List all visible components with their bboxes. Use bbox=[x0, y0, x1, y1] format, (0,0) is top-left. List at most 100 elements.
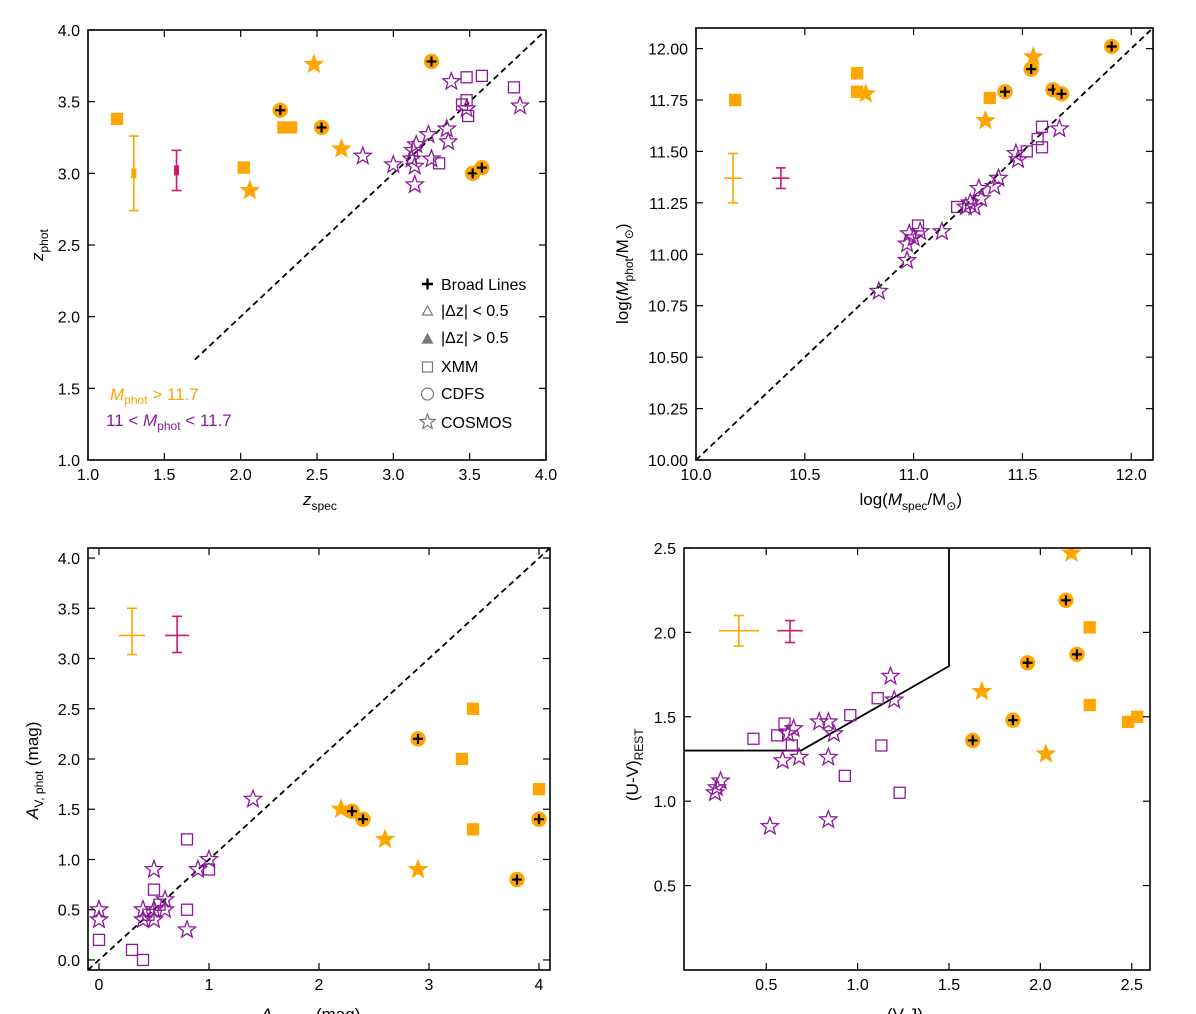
broad-line-marker bbox=[347, 806, 357, 817]
annotation-high-mass: Mphot > 11.7 bbox=[110, 385, 199, 407]
svg-text:zphot: zphot bbox=[28, 228, 51, 262]
legend-label-dz-large: |Δz| > 0.5 bbox=[441, 330, 509, 347]
x-tick-label: 0 bbox=[95, 977, 104, 994]
data-point-star-high-mass bbox=[975, 109, 996, 130]
legend-label-broad-lines: Broad Lines bbox=[441, 277, 526, 294]
y-axis-label: log(Mphot/M⊙) bbox=[613, 223, 636, 324]
data-point-square-high-mass bbox=[284, 121, 298, 134]
data-point-square-mid-mass bbox=[147, 883, 161, 896]
data-point-star-mid-mass bbox=[437, 130, 459, 151]
data-point-star-mid-mass bbox=[896, 249, 918, 270]
x-tick-label: 2.5 bbox=[306, 467, 328, 484]
x-tick-label: 11.5 bbox=[1007, 467, 1037, 484]
y-tick-label: 2.5 bbox=[58, 702, 80, 719]
data-point-square-mid-mass bbox=[893, 786, 906, 799]
plot-area-uvj bbox=[684, 548, 1144, 836]
y-tick-label: 1.0 bbox=[654, 794, 676, 811]
data-point-star-mid-mass bbox=[242, 788, 264, 808]
data-point-star-mid-mass bbox=[509, 95, 531, 115]
y-tick-label: 0.0 bbox=[58, 953, 80, 970]
y-tick-label: 10.75 bbox=[648, 299, 688, 316]
y-tick-label: 0.5 bbox=[58, 903, 80, 920]
x-tick-label: 3.0 bbox=[382, 467, 404, 484]
x-tick-label: 4.0 bbox=[535, 467, 557, 484]
broad-line-marker bbox=[426, 56, 437, 67]
data-point-square-high-mass bbox=[729, 93, 742, 107]
open-circle-icon bbox=[420, 387, 435, 401]
filled-triangle-icon bbox=[421, 332, 434, 344]
x-tick-label: 1.5 bbox=[153, 467, 175, 484]
broad-line-marker bbox=[1007, 715, 1018, 726]
data-point-star-mid-mass bbox=[880, 665, 901, 686]
x-axis-label: zspec bbox=[302, 490, 337, 513]
data-point-star-mid-mass bbox=[909, 220, 931, 241]
broad-line-marker bbox=[512, 874, 522, 885]
data-point-star-high-mass bbox=[303, 53, 325, 74]
data-point-star-mid-mass bbox=[436, 118, 458, 138]
x-tick-label: 12.0 bbox=[1116, 467, 1147, 484]
svg-text:log(Mspec/M⊙): log(Mspec/M⊙) bbox=[860, 490, 963, 513]
broad-line-marker bbox=[358, 814, 368, 825]
broad-line-marker bbox=[275, 105, 286, 116]
broad-line-marker bbox=[1022, 657, 1033, 668]
data-point-star-mid-mass bbox=[808, 711, 830, 731]
data-point-square-mid-mass bbox=[778, 717, 791, 730]
data-point-star-mid-mass bbox=[883, 689, 905, 709]
data-point-star-mid-mass bbox=[421, 148, 442, 168]
data-point-square-mid-mass bbox=[432, 157, 446, 170]
x-axis-label: AV, spec (mag) bbox=[260, 1005, 360, 1014]
errorbar-high-mass bbox=[128, 135, 139, 212]
svg-text:(U-V)REST: (U-V)REST bbox=[623, 728, 646, 801]
quiescent-boundary-line bbox=[684, 548, 950, 752]
data-point-square-mid-mass bbox=[838, 769, 851, 783]
legend-item-xmm: XMM bbox=[421, 359, 478, 376]
data-point-star-high-mass bbox=[239, 179, 261, 200]
plot-area-av bbox=[88, 548, 550, 970]
x-tick-label: 1.0 bbox=[77, 467, 99, 484]
legend-label-dz-small: |Δz| < 0.5 bbox=[441, 303, 509, 320]
data-point-square-high-mass bbox=[1083, 621, 1096, 634]
data-point-square-high-mass bbox=[466, 702, 480, 715]
y-tick-label: 2.0 bbox=[58, 752, 80, 769]
data-point-square-mid-mass bbox=[911, 219, 925, 232]
y-tick-label: 1.5 bbox=[654, 710, 676, 727]
data-point-square-mid-mass bbox=[1020, 145, 1033, 158]
svg-text:log(Mphot/M⊙): log(Mphot/M⊙) bbox=[613, 223, 636, 324]
data-point-square-high-mass bbox=[1131, 710, 1144, 723]
data-point-star-mid-mass bbox=[154, 888, 176, 909]
y-tick-label: 2.5 bbox=[58, 238, 80, 255]
data-point-star-mid-mass bbox=[710, 770, 731, 790]
data-point-star-high-mass bbox=[971, 680, 993, 701]
data-point-star-mid-mass bbox=[383, 153, 404, 174]
legend-item-dz-large: |Δz| > 0.5 bbox=[421, 330, 509, 347]
errorbar-mid-mass bbox=[171, 149, 182, 192]
data-point-star-mid-mass bbox=[88, 908, 110, 929]
data-point-square-mid-mass bbox=[771, 729, 784, 742]
chart-panel-z: 1.0 1.5 2.0 2.5 3.0 3.5 4.0 1.0 1.5 2.0 2.5 3.0 3.5 4… bbox=[28, 23, 557, 513]
y-axis-label: AV, phot (mag) bbox=[23, 722, 46, 820]
x-axis-label: log(Mspec/M⊙) bbox=[860, 490, 963, 513]
data-point-star-mid-mass bbox=[868, 280, 890, 301]
data-point-star-mid-mass bbox=[818, 746, 839, 767]
x-tick-label: 3.5 bbox=[459, 467, 481, 484]
data-point-square-high-mass bbox=[455, 752, 469, 766]
y-tick-label: 2.5 bbox=[654, 541, 676, 558]
y-tick-label: 2.0 bbox=[58, 310, 80, 327]
y-tick-label: 0.5 bbox=[654, 879, 676, 896]
data-point-square-mid-mass bbox=[475, 69, 489, 83]
x-tick-label: 1.0 bbox=[846, 977, 868, 994]
data-point-star-mid-mass bbox=[198, 848, 220, 869]
data-point-square-mid-mass bbox=[136, 953, 150, 967]
broad-line-marker bbox=[1060, 595, 1071, 606]
data-point-square-mid-mass bbox=[785, 739, 798, 752]
data-point-square-mid-mass bbox=[180, 903, 194, 916]
data-point-square-mid-mass bbox=[1035, 141, 1049, 154]
legend-item-cosmos: COSMOS bbox=[418, 412, 512, 432]
legend: Broad Lines |Δz| < 0.5 |Δz| > 0.5 XMM CD… bbox=[418, 277, 526, 432]
y-tick-label: 3.5 bbox=[58, 601, 80, 618]
data-point-star-mid-mass bbox=[777, 722, 799, 743]
broad-line-marker bbox=[1106, 41, 1117, 52]
legend-label-cdfs: CDFS bbox=[441, 386, 485, 403]
y-tick-label: 11.75 bbox=[649, 93, 688, 110]
x-tick-label: 2.5 bbox=[1121, 977, 1143, 994]
